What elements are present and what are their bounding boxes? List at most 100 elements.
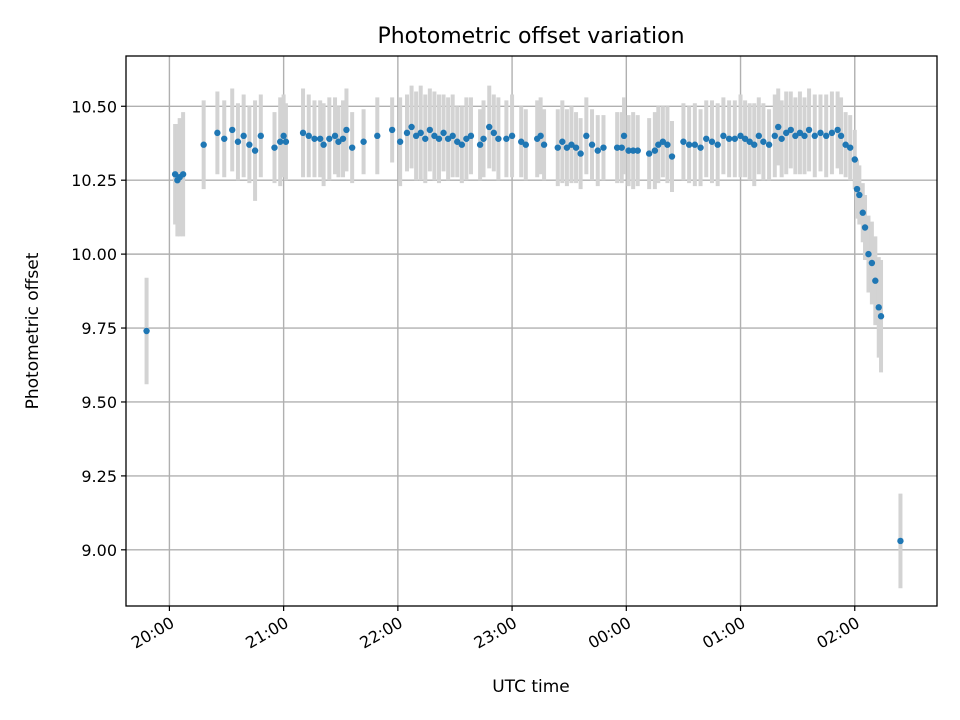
data-point [316,135,324,142]
data-point [240,132,247,140]
y-axis-label: Photometric offset [23,252,43,409]
data-point [431,132,438,140]
chart-title: Photometric offset variation [377,24,684,49]
data-point [277,138,284,145]
x-axis-label: UTC time [492,677,570,697]
data-point [476,141,484,148]
data-point [765,141,773,148]
data-point [486,123,493,131]
data-point [828,129,836,137]
data-point [537,132,544,140]
data-point [221,135,228,142]
data-point [480,135,487,142]
data-point [588,141,596,148]
data-point [179,171,187,178]
x-tick-label: 01:00 [699,613,748,653]
data-point [778,135,785,142]
data-point [417,129,424,137]
data-point [563,144,571,151]
data-point [725,135,733,142]
data-point [594,147,601,154]
data-point [271,144,278,151]
y-tick-label: 10.25 [71,171,117,190]
data-point [234,138,242,145]
data-point [299,129,307,137]
x-tick-label: 21:00 [242,613,291,653]
data-point [412,132,420,140]
data-point [703,135,710,142]
data-point [856,191,863,199]
data-point [600,144,607,151]
data-point [837,132,845,140]
data-point [746,138,753,145]
data-point [708,138,716,145]
data-point [348,144,356,151]
data-point [685,141,693,148]
data-point [625,147,632,154]
data-point [659,138,667,145]
data-point [760,138,767,145]
data-point [214,129,221,137]
data-point [618,144,625,151]
data-point [811,132,818,140]
data-point [508,132,516,140]
data-point [720,132,727,140]
data-point [741,135,749,142]
x-tick-label: 00:00 [585,613,634,653]
data-point [454,138,461,145]
data-point [440,129,447,137]
data-point [771,132,778,140]
data-point [339,135,347,142]
data-point [360,138,367,145]
data-point [403,129,411,137]
data-point [691,141,699,148]
data-point [572,144,580,151]
data-point [444,135,452,142]
data-point [426,126,434,134]
data-point [495,135,502,142]
data-point [897,537,904,545]
data-point [737,132,744,140]
data-point [577,150,584,157]
x-axis-ticks: 20:00 21:00 22:00 23:00 00:00 01:00 02:00 [128,606,863,653]
data-point [783,129,790,137]
data-point [859,209,866,216]
data-point [792,132,799,140]
data-point [645,150,653,157]
data-point [664,141,671,148]
data-point [326,135,333,142]
data-point [680,138,687,145]
data-point [540,141,548,148]
y-tick-label: 9.50 [81,393,117,412]
data-point [388,126,396,134]
data-point [229,126,236,134]
data-point [731,135,739,142]
data-point [787,126,794,134]
y-tick-label: 9.25 [81,467,117,486]
data-point [851,156,858,163]
data-point [374,132,381,140]
y-tick-label: 9.75 [81,319,117,338]
data-point [246,141,253,148]
data-point [463,135,470,142]
data-point [518,138,525,145]
data-point [714,141,721,148]
data-point [282,138,290,145]
data-point [559,138,566,145]
data-point [775,123,782,131]
y-tick-label: 10.00 [71,245,117,264]
data-point [458,141,466,148]
data-point [490,129,498,137]
x-tick-label: 02:00 [813,613,862,653]
data-point [846,144,854,151]
data-point [311,135,318,142]
data-point [343,126,350,134]
data-point [171,171,179,178]
data-point [320,141,327,148]
data-point [335,138,342,145]
data-point [865,250,872,258]
data-point [655,141,662,148]
data-point [257,132,264,140]
data-point [583,132,590,140]
